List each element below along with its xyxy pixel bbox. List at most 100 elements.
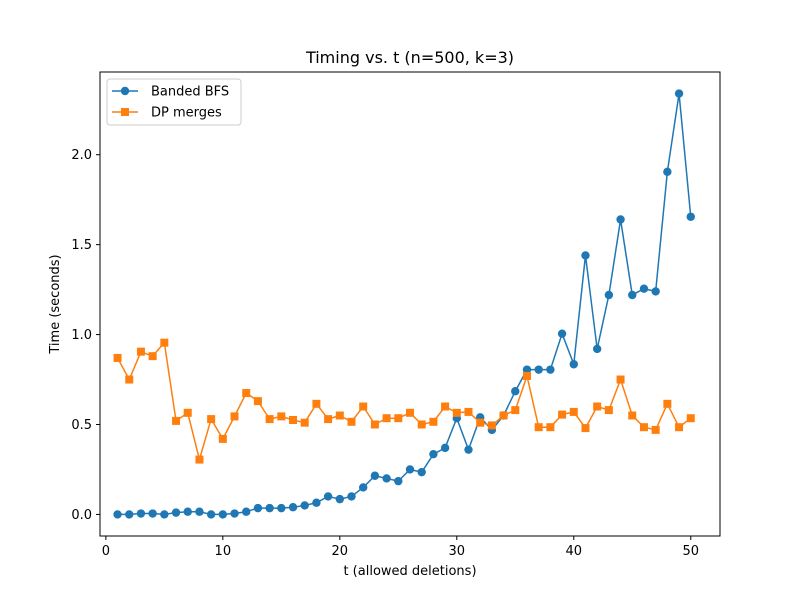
data-point xyxy=(663,167,672,177)
data-point xyxy=(359,483,368,492)
data-point xyxy=(312,498,321,507)
data-point xyxy=(522,371,531,380)
x-tick-label: 10 xyxy=(215,544,232,559)
data-point xyxy=(593,402,602,411)
y-tick-label: 1.0 xyxy=(71,328,92,343)
data-point xyxy=(522,365,532,374)
data-point xyxy=(300,501,309,510)
y-tick-label: 1.5 xyxy=(71,238,92,253)
data-point xyxy=(172,416,181,425)
data-point xyxy=(639,423,648,432)
data-point xyxy=(546,365,555,374)
data-point xyxy=(265,503,274,513)
data-point xyxy=(604,290,614,300)
data-point xyxy=(546,423,555,432)
data-point xyxy=(534,423,543,432)
data-point xyxy=(663,399,672,408)
x-tick-label: 40 xyxy=(566,544,583,559)
data-point xyxy=(651,425,660,434)
data-point xyxy=(136,347,145,356)
data-point xyxy=(359,402,368,411)
legend-box xyxy=(106,78,242,126)
data-point xyxy=(207,415,216,424)
data-point xyxy=(452,408,461,417)
data-point xyxy=(183,408,192,417)
legend-marker xyxy=(121,108,129,116)
data-point xyxy=(324,415,333,424)
data-point xyxy=(675,423,684,432)
data-point xyxy=(195,507,204,516)
data-point xyxy=(429,417,438,426)
data-point xyxy=(604,406,613,415)
data-point xyxy=(511,387,520,396)
x-tick-label: 50 xyxy=(682,544,699,559)
data-point xyxy=(382,414,391,423)
data-point xyxy=(136,509,146,518)
data-point xyxy=(183,507,192,516)
x-tick-label: 20 xyxy=(332,544,349,559)
y-tick-label: 0.0 xyxy=(71,508,92,523)
data-point xyxy=(370,420,379,429)
data-point xyxy=(569,407,578,416)
data-point xyxy=(592,344,602,354)
x-tick-label: 0 xyxy=(102,544,110,559)
data-point xyxy=(125,510,134,519)
data-point xyxy=(113,510,122,519)
plot-frame xyxy=(99,71,721,537)
data-point xyxy=(265,415,274,424)
data-point xyxy=(347,492,356,501)
data-point xyxy=(218,434,227,443)
data-point xyxy=(277,503,286,513)
data-point xyxy=(171,508,181,517)
data-point xyxy=(347,417,356,426)
y-tick-label: 2.0 xyxy=(71,148,92,163)
y-axis: 0.0 0.5 1.0 1.5 2.0 xyxy=(71,148,100,523)
y-axis-label: Time (seconds) xyxy=(48,254,63,354)
data-point xyxy=(312,399,321,408)
y-tick-label: 0.5 xyxy=(71,418,92,433)
data-point xyxy=(242,389,251,398)
data-point xyxy=(417,467,426,477)
data-point xyxy=(242,507,251,516)
data-point xyxy=(113,353,122,362)
data-point xyxy=(405,465,415,474)
data-point xyxy=(323,492,333,501)
legend-label: DP merges xyxy=(151,106,222,121)
data-point xyxy=(569,360,578,369)
data-point xyxy=(160,338,169,347)
legend: Banded BFS DP merges xyxy=(106,78,242,126)
data-point xyxy=(441,402,450,411)
data-point xyxy=(230,509,239,518)
data-point xyxy=(429,449,438,459)
legend-label: Banded BFS xyxy=(151,85,229,100)
data-point xyxy=(382,474,391,483)
data-point xyxy=(335,411,344,420)
data-point xyxy=(394,476,403,486)
series-dp-merges xyxy=(113,338,695,464)
data-point xyxy=(148,509,157,518)
data-point xyxy=(651,287,660,296)
data-point xyxy=(581,251,590,260)
data-point xyxy=(686,414,695,423)
data-point xyxy=(464,445,473,454)
data-point xyxy=(394,414,403,423)
x-axis: 0 10 20 30 40 50 xyxy=(102,536,699,559)
plot-area xyxy=(113,89,695,519)
data-point xyxy=(639,284,649,293)
data-point xyxy=(230,412,239,421)
x-tick-label: 30 xyxy=(449,544,466,559)
data-point xyxy=(464,407,473,416)
data-point xyxy=(289,416,298,424)
data-point xyxy=(253,397,262,406)
data-point xyxy=(417,420,426,429)
data-point xyxy=(628,411,637,420)
data-point xyxy=(195,455,204,464)
data-point xyxy=(335,494,345,504)
data-point xyxy=(628,290,637,300)
data-point xyxy=(487,421,496,430)
data-point xyxy=(686,212,695,221)
data-point xyxy=(148,352,157,361)
data-point xyxy=(125,375,134,384)
x-axis-label: t (allowed deletions) xyxy=(343,564,476,579)
